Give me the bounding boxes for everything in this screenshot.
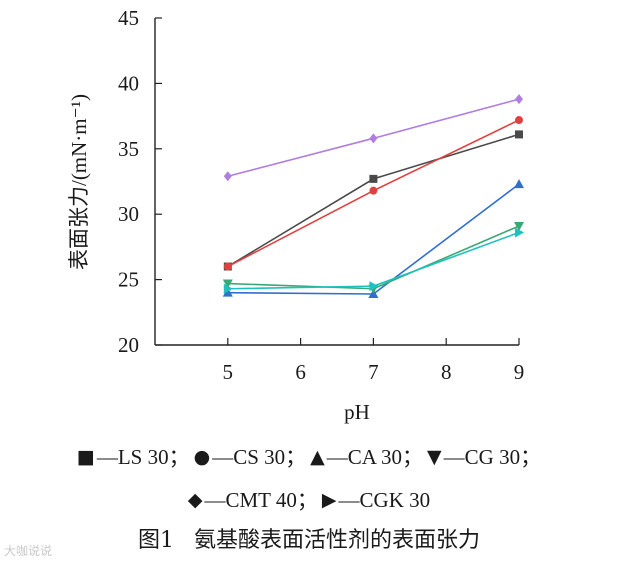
y-tick-label: 45 (118, 6, 139, 30)
legend-dash: — (338, 488, 360, 512)
legend-label: CMT 40 (225, 488, 297, 512)
legend-label: CGK 30 (359, 488, 431, 512)
legend-row-1: ■—LS 30； ●—CS 30； ▲—CA 30； ▼—CG 30； (0, 441, 618, 471)
watermark: 大咖说说 (4, 544, 53, 558)
series-line (227, 133, 520, 268)
legend-item-cg30: ▼—CG 30； (427, 441, 541, 471)
y-tick-label: 35 (118, 137, 139, 161)
legend-separator: ； (296, 488, 318, 512)
legend-label: CG 30 (464, 445, 521, 469)
data-point (223, 283, 233, 294)
series-cs30 (223, 116, 523, 271)
y-axis-title: 表面张力/(mN·m⁻¹) (67, 94, 91, 270)
y-tick-label: 40 (118, 71, 139, 95)
legend-label: CS 30 (233, 445, 286, 469)
line-chart: 20 25 30 35 40 45 5 6 7 8 9 表面张力/(mN·m⁻¹) pH (67, 6, 524, 424)
x-tick-label: 8 (441, 360, 452, 384)
data-point (515, 94, 523, 105)
data-point (223, 171, 232, 182)
y-tick-label: 25 (118, 268, 139, 292)
legend-label: CA 30 (347, 445, 403, 469)
legend-item-cmt40: ◆—CMT 40； (188, 484, 318, 514)
x-tick-label: 7 (368, 360, 379, 384)
legend-separator: ； (520, 445, 542, 469)
data-point (514, 221, 524, 231)
x-tick-label: 6 (295, 360, 306, 384)
series-ls30 (223, 130, 523, 271)
legend-dash: — (96, 445, 118, 469)
x-tick-label: 5 (223, 360, 234, 384)
legend-separator: ； (168, 445, 190, 469)
x-axis-title: pH (344, 400, 370, 424)
data-point (515, 116, 523, 125)
y-tick-label: 30 (118, 202, 139, 226)
x-tick-label: 9 (514, 360, 525, 384)
circle-marker-icon: ● (193, 446, 211, 468)
legend-dash: — (212, 445, 234, 469)
data-point (369, 186, 378, 195)
triangle-up-marker-icon: ▲ (310, 446, 325, 468)
data-point (369, 133, 378, 144)
data-point (369, 281, 379, 292)
legend-item-ls30: ■—LS 30； (77, 441, 190, 471)
y-tick-label: 20 (118, 333, 139, 357)
data-point (515, 227, 524, 238)
data-point (223, 262, 232, 271)
legend-dash: — (204, 488, 226, 512)
legend-item-cgk30: ▶—CGK 30 (322, 488, 430, 513)
figure-title: 氨基酸表面活性剂的表面张力 (193, 528, 480, 553)
legend-label: LS 30 (117, 445, 169, 469)
figure-caption: 图1 氨基酸表面活性剂的表面张力 (0, 522, 618, 554)
axes: 20 25 30 35 40 45 5 6 7 8 9 (118, 6, 524, 384)
data-point (222, 279, 233, 289)
series-line (227, 225, 520, 290)
series-cmt40 (223, 94, 523, 182)
data-point (222, 287, 233, 297)
legend-row-2: ◆—CMT 40； ▶—CGK 30 (0, 484, 618, 514)
series-line (227, 183, 520, 295)
data-point (514, 179, 524, 189)
series-ca30 (222, 179, 524, 298)
series-layer (222, 94, 524, 298)
legend-item-ca30: ▲—CA 30； (310, 441, 423, 471)
figure-number: 图1 (137, 528, 174, 553)
diamond-marker-icon: ◆ (187, 489, 203, 511)
triangle-right-marker-icon: ▶ (321, 489, 337, 511)
series-cgk30 (223, 227, 524, 294)
square-marker-icon: ■ (76, 446, 95, 468)
series-cg30 (222, 221, 524, 294)
data-point (515, 130, 523, 139)
triangle-down-marker-icon: ▼ (427, 446, 442, 468)
legend-dash: — (326, 445, 348, 469)
data-point (369, 174, 378, 183)
legend-item-cs30: ●—CS 30； (194, 441, 307, 471)
legend-separator: ； (402, 445, 424, 469)
legend-separator: ； (285, 445, 307, 469)
legend-dash: — (443, 445, 465, 469)
